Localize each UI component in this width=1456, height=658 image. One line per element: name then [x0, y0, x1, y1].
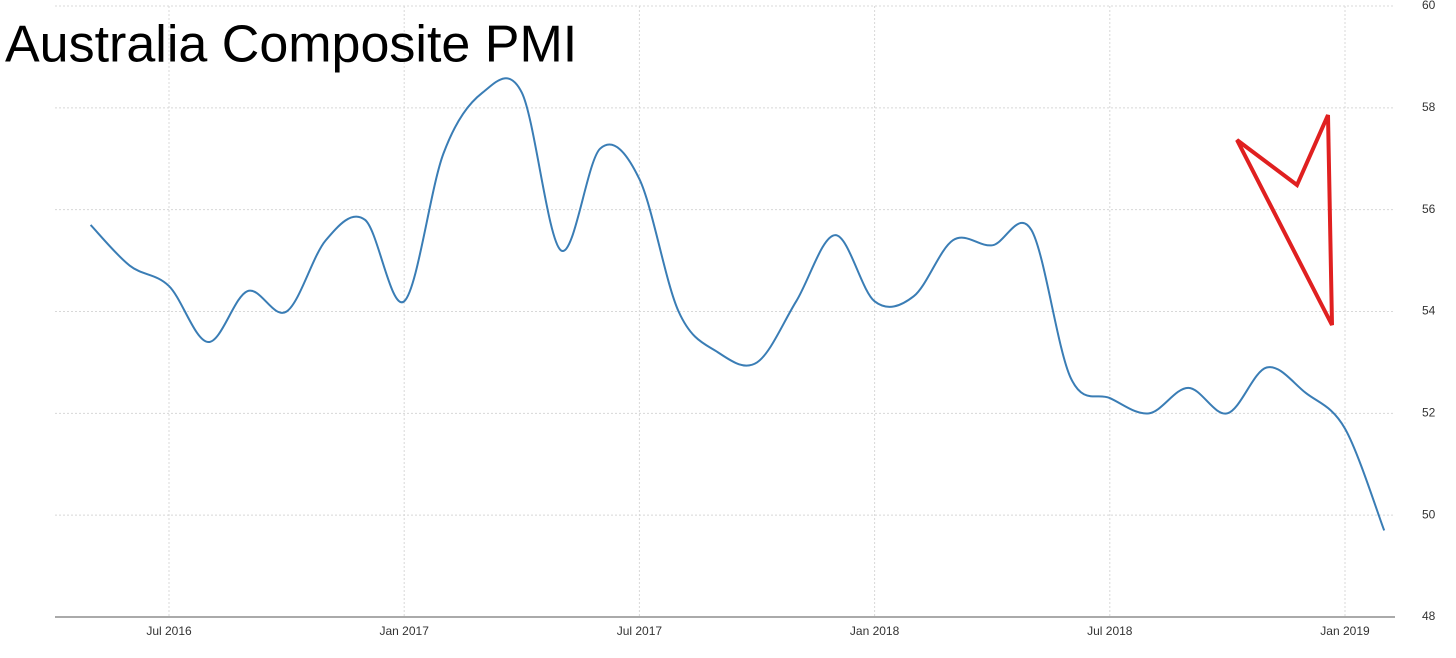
y-tick-label: 58: [1422, 100, 1436, 114]
y-tick-label: 52: [1422, 406, 1436, 420]
x-tick-label: Jan 2019: [1320, 624, 1370, 638]
chart-title: Australia Composite PMI: [5, 16, 577, 74]
x-tick-label: Jul 2017: [617, 624, 663, 638]
data-line: [89, 77, 1386, 531]
x-tick-label: Jul 2016: [146, 624, 192, 638]
y-tick-label: 54: [1422, 304, 1436, 318]
grid: [55, 5, 1395, 618]
y-tick-label: 60: [1422, 0, 1436, 12]
y-tick-label: 50: [1422, 507, 1436, 521]
y-tick-label: 56: [1422, 202, 1436, 216]
x-tick-label: Jan 2017: [380, 624, 430, 638]
annotation-arrow: [1235, 114, 1334, 326]
x-tick-label: Jan 2018: [850, 624, 900, 638]
y-tick-label: 48: [1422, 609, 1436, 623]
x-tick-label: Jul 2018: [1087, 624, 1133, 638]
